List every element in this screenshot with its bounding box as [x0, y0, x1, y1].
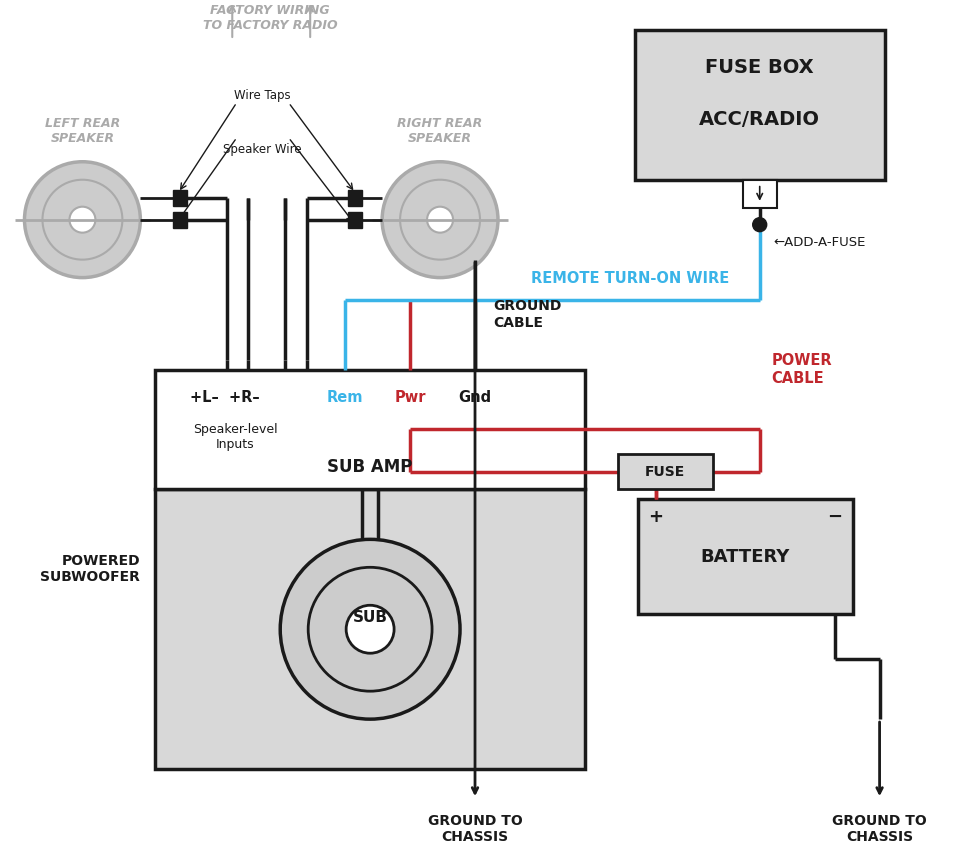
Text: ACC/RADIO: ACC/RADIO — [699, 110, 820, 130]
Text: ←ADD-A-FUSE: ←ADD-A-FUSE — [773, 236, 866, 249]
Text: +L–  +R–: +L– +R– — [191, 390, 260, 405]
Bar — [634, 30, 883, 180]
Circle shape — [280, 539, 459, 719]
Circle shape — [346, 606, 394, 653]
Text: FUSE BOX: FUSE BOX — [704, 58, 813, 77]
Bar — [637, 499, 852, 614]
Text: FACTORY WIRING
TO FACTORY RADIO: FACTORY WIRING TO FACTORY RADIO — [202, 4, 337, 32]
Text: POWERED
SUBWOOFER: POWERED SUBWOOFER — [40, 554, 141, 584]
Text: BATTERY: BATTERY — [700, 548, 789, 566]
Bar — [742, 180, 776, 208]
Circle shape — [400, 180, 480, 259]
Text: GROUND TO
CHASSIS: GROUND TO CHASSIS — [831, 814, 926, 844]
Text: Pwr: Pwr — [394, 390, 425, 405]
Text: SUB AMP: SUB AMP — [327, 459, 412, 477]
Bar — [155, 490, 584, 769]
Bar — [173, 190, 188, 205]
Circle shape — [42, 180, 122, 259]
Circle shape — [427, 207, 452, 233]
Text: Rem: Rem — [326, 390, 363, 405]
Text: GROUND TO
CHASSIS: GROUND TO CHASSIS — [427, 814, 522, 844]
Bar — [155, 369, 584, 490]
Bar — [173, 211, 188, 228]
Text: Gnd: Gnd — [458, 390, 491, 405]
Circle shape — [382, 161, 497, 277]
Text: REMOTE TURN-ON WIRE: REMOTE TURN-ON WIRE — [531, 271, 729, 285]
Circle shape — [308, 567, 432, 691]
Text: +: + — [648, 509, 662, 527]
Bar — [348, 211, 361, 228]
Text: LEFT REAR
SPEAKER: LEFT REAR SPEAKER — [45, 117, 120, 145]
Circle shape — [752, 217, 766, 232]
Text: Speaker Wire: Speaker Wire — [223, 143, 301, 155]
Circle shape — [69, 207, 96, 233]
Text: −: − — [827, 509, 841, 527]
Text: POWER
CABLE: POWER CABLE — [771, 353, 831, 386]
Text: SUB: SUB — [353, 610, 387, 624]
Bar — [348, 190, 361, 205]
Text: Speaker-level
Inputs: Speaker-level Inputs — [192, 423, 277, 452]
Circle shape — [24, 161, 141, 277]
Text: FUSE: FUSE — [645, 465, 685, 479]
Bar — [617, 454, 712, 490]
Text: RIGHT REAR
SPEAKER: RIGHT REAR SPEAKER — [397, 117, 483, 145]
Text: GROUND
CABLE: GROUND CABLE — [492, 300, 561, 330]
Text: Wire Taps: Wire Taps — [234, 88, 290, 102]
